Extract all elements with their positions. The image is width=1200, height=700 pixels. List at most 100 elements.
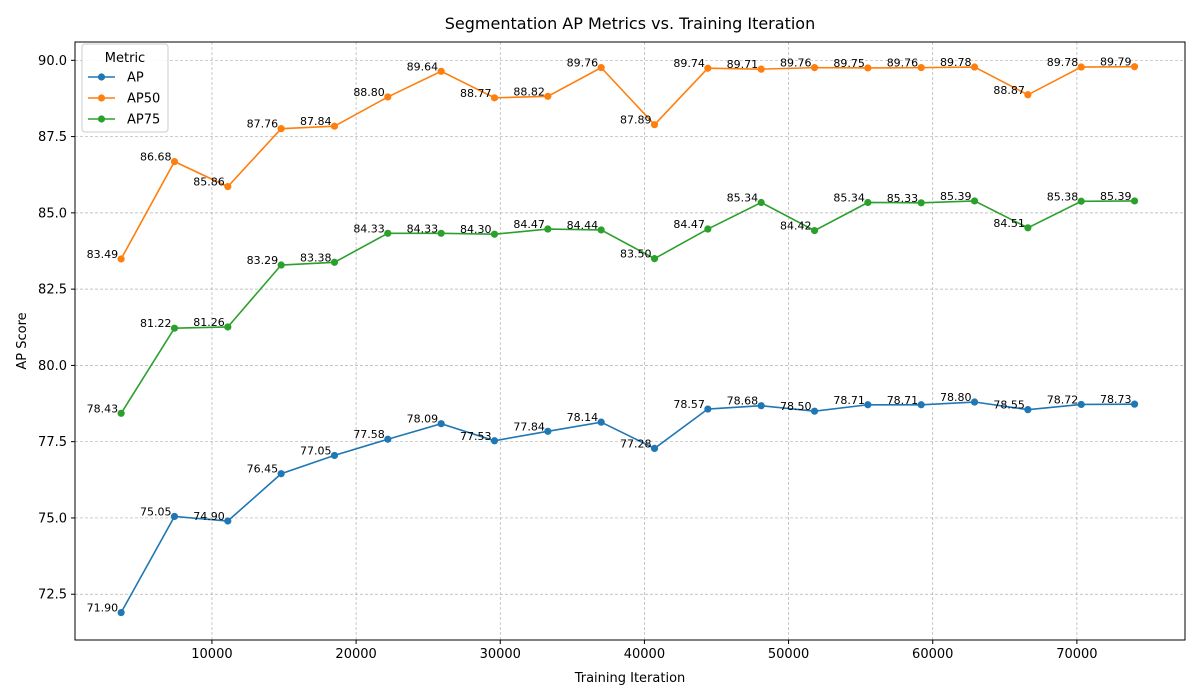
series-ap75-data-label: 78.43	[87, 402, 119, 415]
series-ap-point	[1024, 406, 1032, 414]
legend-label: AP	[127, 71, 144, 86]
legend-item-ap50: AP50	[88, 92, 160, 107]
series-ap50-data-label: 89.75	[833, 57, 865, 70]
series-ap50-point	[330, 122, 339, 130]
series-ap-point	[650, 444, 659, 452]
series-ap-data-label: 78.73	[1100, 393, 1132, 406]
series-ap75-data-label: 84.47	[513, 218, 545, 231]
grid-lines	[75, 42, 1185, 640]
series-ap-point	[277, 470, 285, 478]
series-ap50-data-label: 89.76	[887, 57, 919, 70]
series-ap75-point	[170, 324, 179, 332]
legend-box	[81, 43, 169, 133]
series-ap50-point	[970, 63, 979, 71]
series-ap-data-label: 77.05	[300, 444, 332, 457]
legend-label: AP50	[127, 92, 160, 107]
series-ap-point	[437, 420, 445, 428]
legend: Metric AP AP50 AP75	[81, 43, 169, 133]
legend-item-ap: AP	[88, 71, 144, 86]
series-ap75-point	[544, 225, 552, 233]
series-ap75-point	[277, 261, 285, 269]
y-axis-title: AP Score	[15, 312, 30, 369]
legend-swatch-marker	[97, 73, 106, 81]
x-tick-label: 20000	[335, 647, 376, 662]
series-ap75-point	[224, 323, 232, 331]
series-ap50-data-label: 88.82	[513, 85, 545, 98]
x-tick-label: 30000	[480, 647, 521, 662]
series-ap50-data-label: 89.78	[940, 56, 972, 69]
series-ap-line	[120, 401, 1135, 613]
series-ap-point	[917, 401, 925, 409]
series-ap50-point	[1130, 63, 1139, 71]
y-tick-label: 87.5	[38, 130, 67, 145]
series-ap-point	[864, 401, 872, 409]
series-ap-data-label: 77.28	[620, 437, 652, 450]
series-ap-data-label: 77.53	[460, 430, 492, 443]
series-ap50-data-label: 89.74	[673, 57, 705, 70]
legend-item-ap75: AP75	[88, 113, 160, 128]
series-ap75-data-label: 84.47	[673, 218, 705, 231]
series-ap50-data-label: 87.76	[247, 118, 279, 131]
series-ap-data-label: 78.68	[727, 395, 759, 408]
series-ap75-point	[810, 226, 819, 235]
series-ap75-point	[437, 229, 445, 237]
series-ap50-point	[224, 183, 232, 191]
series-ap-point	[224, 517, 232, 525]
series-ap50-data-label: 88.77	[460, 87, 492, 100]
legend-label: AP75	[127, 113, 160, 128]
series-ap75-point	[704, 225, 712, 233]
x-axis-title: Training Iteration	[574, 671, 686, 686]
series-ap75-point	[650, 255, 659, 263]
series-ap50-data-label: 85.86	[193, 176, 225, 189]
series-ap-data-label: 77.84	[513, 420, 545, 433]
series-ap75-point	[757, 198, 765, 207]
series-ap75-data-label: 85.34	[727, 191, 759, 204]
series-ap-point	[597, 418, 605, 426]
series-ap-data-label: 74.90	[193, 510, 225, 523]
y-tick-label: 72.5	[38, 588, 67, 603]
series-ap75-point	[1024, 224, 1032, 232]
series-ap50-point	[490, 94, 499, 102]
series-ap50-point	[117, 255, 125, 263]
series-ap50-data-label: 86.68	[140, 151, 172, 164]
series-ap75-data-label: 85.38	[1047, 190, 1079, 203]
x-tick-label: 40000	[624, 647, 665, 662]
x-tick-label: 60000	[912, 647, 953, 662]
series-ap50-point	[544, 92, 552, 100]
series-ap50-data-label: 83.49	[87, 248, 119, 261]
series-ap-data-label: 78.71	[833, 394, 865, 407]
series-ap50-data-label: 89.76	[780, 57, 812, 70]
series-ap50-point	[597, 64, 605, 72]
series-ap50-data-label: 89.76	[567, 57, 599, 70]
legend-title: Metric	[105, 51, 145, 66]
series-ap-data-label: 78.72	[1047, 393, 1079, 406]
series-ap-data-label: 75.05	[140, 505, 172, 518]
series-ap50-data-label: 89.64	[407, 60, 439, 73]
series-ap-data-label: 78.14	[567, 411, 599, 424]
series-ap75-data-label: 84.33	[407, 222, 439, 235]
series-ap-point	[330, 451, 339, 460]
series-ap75-data-label: 84.44	[567, 219, 599, 232]
series-ap-point	[1130, 400, 1139, 408]
y-tick-label: 80.0	[38, 359, 67, 374]
legend-swatch-marker	[97, 115, 106, 123]
series-ap75-point	[1077, 197, 1085, 205]
series-ap75-data-label: 85.33	[887, 192, 919, 205]
series-ap50-data-label: 87.84	[300, 115, 332, 128]
series-ap75-point	[117, 409, 125, 417]
series-ap75-data-label: 84.42	[780, 220, 812, 233]
series-ap50-point	[170, 158, 179, 166]
series-ap50-data-label: 89.78	[1047, 56, 1079, 69]
series-ap-point	[117, 608, 125, 617]
series-ap50-point	[384, 93, 392, 101]
series-ap-data-label: 78.71	[887, 394, 919, 407]
series-ap50-point	[704, 64, 712, 72]
series-ap75-data-label: 84.30	[460, 223, 492, 236]
y-tick-label: 90.0	[38, 54, 67, 69]
series-ap50-point	[757, 65, 765, 73]
series-ap75-data-label: 85.39	[1100, 190, 1132, 203]
series-ap-point	[970, 398, 979, 406]
series-ap-data-label: 76.45	[247, 463, 279, 476]
series-ap50-data-label: 88.87	[993, 84, 1025, 97]
y-tick-label: 75.0	[38, 511, 67, 526]
